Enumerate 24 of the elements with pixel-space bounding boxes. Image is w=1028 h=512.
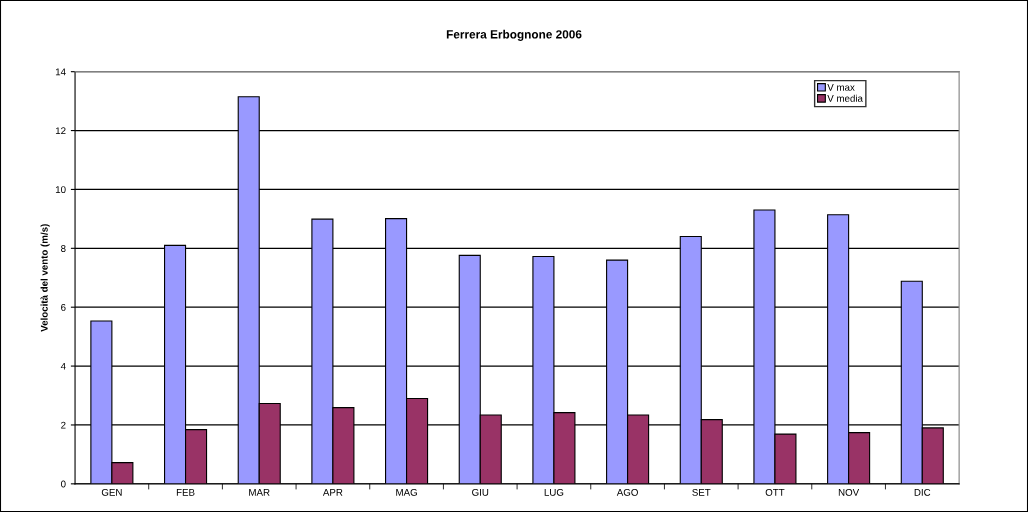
legend-label: V max — [827, 83, 855, 91]
x-tick-label: GEN — [101, 488, 122, 496]
x-tick-label: OTT — [765, 488, 785, 496]
x-tick-label: AGO — [616, 488, 638, 496]
y-tick-label: 10 — [55, 186, 66, 194]
y-tick-label: 2 — [61, 421, 66, 429]
x-tick-label: LUG — [544, 488, 564, 496]
y-tick-label: 4 — [60, 362, 66, 370]
y-tick-label: 12 — [55, 127, 66, 135]
chart-title: Ferrera Erbognone 2006 — [446, 29, 582, 41]
y-tick-label: 0 — [60, 480, 66, 488]
legend-label: V media — [827, 94, 863, 102]
x-tick-label: DIC — [914, 488, 931, 496]
x-tick-label: SET — [692, 488, 711, 496]
y-tick-label: 8 — [61, 245, 66, 252]
y-axis-title: Velocità del vento (m/s) — [40, 224, 50, 332]
x-tick-label: NOV — [838, 488, 860, 496]
x-tick-label: MAG — [396, 488, 417, 496]
x-tick-label: GIU — [472, 488, 489, 496]
x-tick-label: FEB — [176, 489, 195, 496]
x-tick-label: APR — [322, 489, 343, 496]
y-tick-label: 6 — [61, 303, 66, 311]
y-tick-label: 14 — [55, 68, 66, 76]
x-tick-label: MAR — [249, 489, 270, 496]
